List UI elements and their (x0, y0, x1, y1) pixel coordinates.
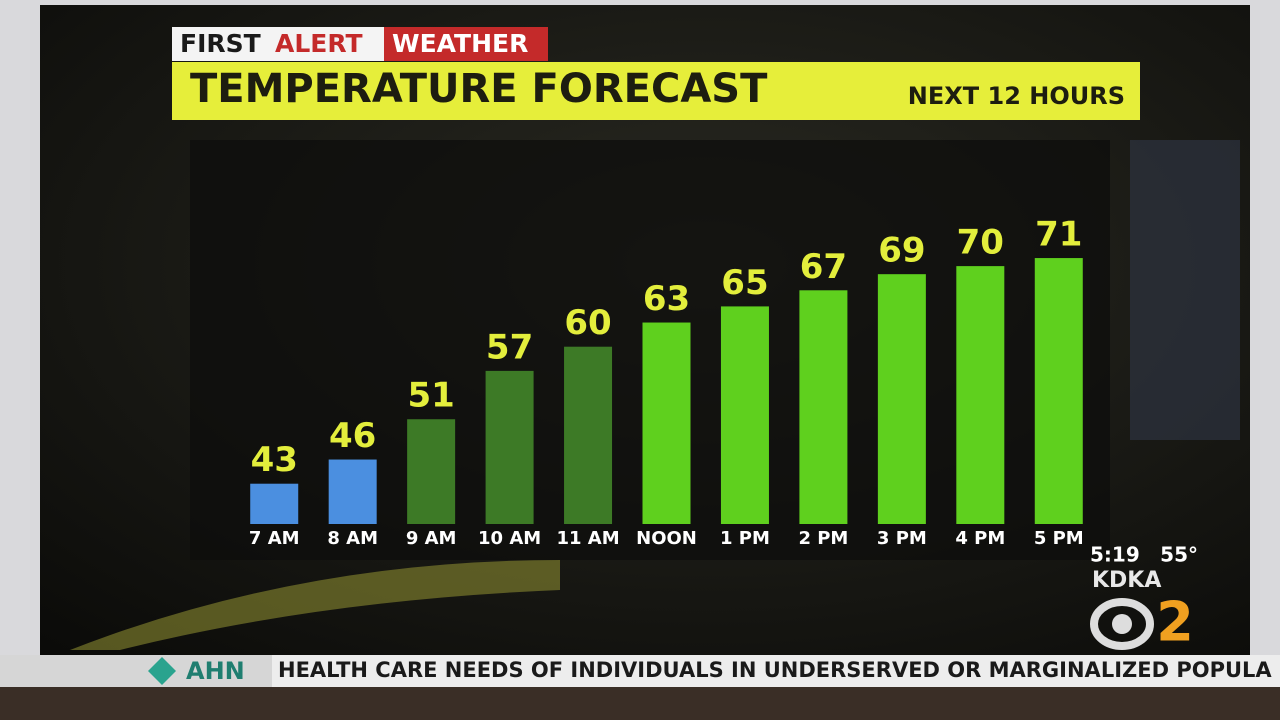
value-label: 67 (800, 247, 847, 287)
bar (642, 322, 691, 524)
x-tick-label: 7 AM (249, 528, 300, 549)
brand-alert: ALERT (275, 29, 363, 58)
call-sign: KDKA (1092, 568, 1161, 593)
temperature: 55° (1160, 543, 1198, 567)
desk (0, 687, 1280, 720)
bar (956, 266, 1005, 524)
value-label: 65 (721, 263, 768, 303)
value-label: 70 (957, 223, 1004, 263)
bar (407, 419, 456, 524)
ticker-text: HEALTH CARE NEEDS OF INDIVIDUALS IN UNDE… (278, 658, 1272, 682)
value-label: 57 (486, 327, 533, 367)
x-tick-label: 9 AM (406, 528, 457, 549)
cbs-pupil (1112, 614, 1132, 634)
channel: 2 (1156, 591, 1194, 654)
time: 5:19 (1090, 543, 1140, 567)
x-tick-label: NOON (636, 528, 697, 549)
bar (720, 306, 769, 524)
sponsor: AHN (186, 657, 245, 685)
value-label: 46 (329, 416, 376, 456)
brand-weather: WEATHER (392, 29, 528, 58)
highway-lights (70, 560, 560, 650)
x-tick-label: 8 AM (327, 528, 378, 549)
subtitle: NEXT 12 HOURS (908, 82, 1125, 110)
bar (485, 370, 534, 524)
brand-box (172, 27, 384, 61)
sponsor-box (0, 655, 272, 687)
x-tick-label: 5 PM (1034, 528, 1084, 549)
bar (564, 346, 613, 524)
bar-chart: 7 AM 43 8 AM 46 9 AM 51 10 AM 57 11 AM 60 NOON 63 1 … (249, 215, 1084, 549)
brand-red-box (384, 27, 548, 61)
bar (799, 290, 848, 524)
x-tick-label: 2 PM (798, 528, 848, 549)
value-label: 63 (643, 279, 690, 319)
x-tick-label: 11 AM (556, 528, 619, 549)
bar (1034, 258, 1083, 524)
cbs-eye (1090, 598, 1154, 650)
x-tick-label: 3 PM (877, 528, 927, 549)
title: TEMPERATURE FORECAST (190, 66, 768, 112)
x-tick-label: 10 AM (478, 528, 541, 549)
city-lights (1130, 140, 1240, 440)
brand-first: FIRST (180, 29, 261, 58)
value-label: 43 (251, 440, 298, 480)
title-bar (172, 62, 1140, 120)
value-label: 71 (1035, 215, 1082, 255)
sponsor-logo (148, 657, 176, 685)
x-tick-label: 1 PM (720, 528, 770, 549)
value-label: 51 (407, 376, 454, 416)
bar (328, 459, 377, 524)
x-tick-label: 4 PM (955, 528, 1005, 549)
value-label: 60 (564, 303, 611, 343)
bar (250, 483, 299, 524)
bar (877, 274, 926, 524)
value-label: 69 (878, 231, 925, 271)
